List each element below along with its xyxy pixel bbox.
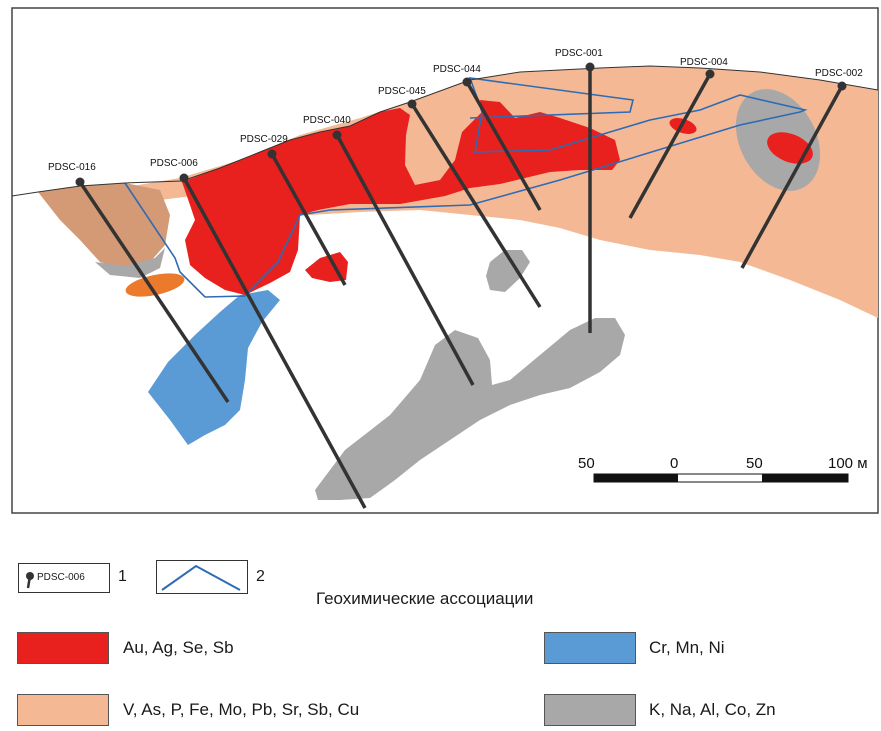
- scale-tick-label: 50: [578, 455, 595, 472]
- svg-text:PDSC-045: PDSC-045: [378, 86, 426, 97]
- swatch-peach: [17, 694, 109, 726]
- drillhole-pdsc-045[interactable]: PDSC-045: [378, 86, 542, 308]
- gray-body-large: [315, 318, 625, 500]
- contour-line-icon: [161, 564, 241, 591]
- scale-tick-label: 100 м: [828, 455, 868, 472]
- scale-segment-black-2: [762, 474, 848, 482]
- legend-item-1-number: 1: [118, 568, 127, 585]
- brown-zone: [38, 183, 170, 268]
- legend-symbol-label: PDSC-006: [37, 572, 85, 583]
- scale-tick-label: 0: [670, 455, 678, 472]
- scale-bar: 50 0 50 100 м: [578, 455, 868, 483]
- svg-text:PDSC-040: PDSC-040: [303, 115, 351, 126]
- svg-text:PDSC-044: PDSC-044: [433, 64, 481, 75]
- legend-label-peach: V, As, P, Fe, Mo, Pb, Sr, Sb, Cu: [123, 700, 360, 719]
- drillhole-pdsc-040[interactable]: PDSC-040: [303, 115, 475, 386]
- drillhole-pdsc-001[interactable]: PDSC-001: [555, 48, 603, 333]
- legend-drillhole-symbol: PDSC-006: [18, 563, 110, 593]
- red-ore-patch-right2: [767, 132, 813, 164]
- drillhole-pdsc-029[interactable]: PDSC-029: [240, 134, 347, 286]
- geological-section-map: PDSC-016 PDSC-006 PDSC-029 PDSC-040 PDSC…: [11, 7, 879, 514]
- svg-text:PDSC-016: PDSC-016: [48, 162, 96, 173]
- gray-body-oval: [486, 250, 530, 292]
- legend-label-blue: Cr, Mn, Ni: [649, 638, 725, 657]
- scale-tick-label: 50: [746, 455, 763, 472]
- gray-body-small-left: [95, 248, 165, 278]
- drillhole-pdsc-016[interactable]: PDSC-016: [48, 162, 230, 403]
- blue-body: [148, 290, 280, 445]
- svg-text:PDSC-001: PDSC-001: [555, 48, 603, 59]
- drillhole-pdsc-044[interactable]: PDSC-044: [433, 64, 542, 211]
- drillhole-pin-icon: [26, 572, 34, 589]
- swatch-red: [17, 632, 109, 664]
- svg-text:PDSC-004: PDSC-004: [680, 57, 728, 68]
- drillhole-pdsc-002[interactable]: PDSC-002: [740, 68, 863, 269]
- legend-item-2-number: 2: [256, 568, 265, 585]
- svg-text:PDSC-002: PDSC-002: [815, 68, 863, 79]
- legend-title: Геохимические ассоциации: [316, 589, 534, 608]
- svg-text:PDSC-006: PDSC-006: [150, 158, 198, 169]
- ground-surface-line: [11, 65, 879, 197]
- legend-label-gray: K, Na, Al, Co, Zn: [649, 700, 776, 719]
- legend-label-red: Au, Ag, Se, Sb: [123, 638, 234, 657]
- swatch-gray: [544, 694, 636, 726]
- drillhole-pdsc-006[interactable]: PDSC-006: [150, 158, 367, 509]
- orange-lens: [125, 273, 185, 297]
- swatch-blue: [544, 632, 636, 664]
- red-ore-body: [182, 100, 620, 295]
- drillhole-pdsc-004[interactable]: PDSC-004: [628, 57, 728, 219]
- scale-segment-black-1: [594, 474, 678, 482]
- svg-text:PDSC-029: PDSC-029: [240, 134, 288, 145]
- legend-contour-symbol: [156, 560, 248, 594]
